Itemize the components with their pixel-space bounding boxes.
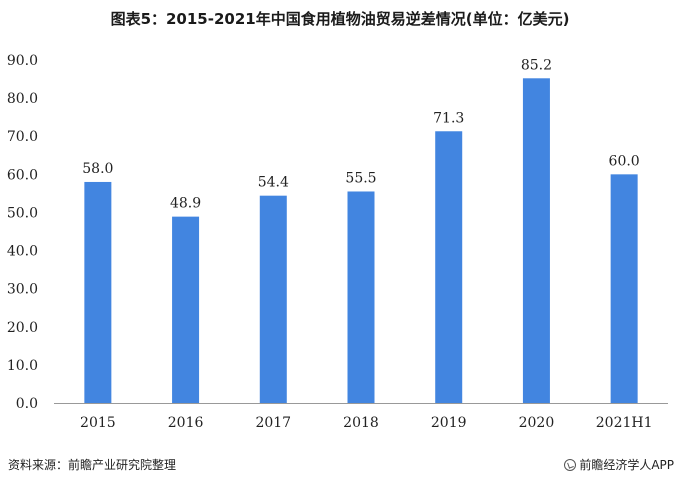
y-tick-label: 60.0 <box>7 167 38 183</box>
bar-2021h1 <box>610 174 638 403</box>
bar-2017 <box>259 195 287 403</box>
bar-2020 <box>522 78 550 403</box>
y-tick-label: 10.0 <box>7 358 38 374</box>
data-label: 48.9 <box>170 196 201 212</box>
source-note: 资料来源：前瞻产业研究院整理 <box>8 458 177 472</box>
data-label: 54.4 <box>258 175 289 191</box>
bar-2018 <box>347 191 375 403</box>
y-tick-label: 30.0 <box>7 282 38 298</box>
brand-logo-icon <box>564 458 577 471</box>
data-labels: 58.0 48.9 54.4 55.5 71.3 85.2 60.0 <box>82 57 639 211</box>
bar-series <box>84 78 638 404</box>
brand-credit: 前瞻经济学人APP <box>564 456 674 473</box>
x-tick-label: 2019 <box>431 415 467 431</box>
x-tick-label: 2018 <box>343 415 379 431</box>
brand-label: 前瞻经济学人APP <box>579 458 674 472</box>
x-tick-label: 2017 <box>255 415 291 431</box>
data-label: 85.2 <box>521 57 552 73</box>
y-tick-label: 90.0 <box>7 53 38 69</box>
data-label: 60.0 <box>609 153 640 169</box>
bar-2015 <box>84 181 112 403</box>
x-tick-label: 2021H1 <box>596 415 653 431</box>
bar-2016 <box>172 216 200 403</box>
y-tick-label: 80.0 <box>7 91 38 107</box>
chart-title: 图表5：2015-2021年中国食用植物油贸易逆差情况(单位：亿美元) <box>110 10 570 28</box>
data-label: 58.0 <box>82 161 113 177</box>
x-tick-label: 2015 <box>80 415 116 431</box>
y-tick-label: 20.0 <box>7 320 38 336</box>
bar-chart: 0.010.020.030.040.050.060.070.080.090.0 … <box>7 53 668 431</box>
x-tick-label: 2020 <box>519 415 555 431</box>
y-tick-label: 50.0 <box>7 205 38 221</box>
y-axis-ticks: 0.0 10.0 20.0 30.0 40.0 50.0 60.0 70.0 80.0 90.0 <box>7 53 38 412</box>
x-axis-ticks: 2015 2016 2017 2018 2019 2020 2021H1 <box>80 415 652 431</box>
x-tick-label: 2016 <box>168 415 204 431</box>
bar-2019 <box>435 131 463 404</box>
y-tick-label: 70.0 <box>7 129 38 145</box>
y-tick-label: 0.0 <box>16 396 38 412</box>
data-label: 55.5 <box>345 170 376 186</box>
data-label: 71.3 <box>433 110 464 126</box>
y-tick-label: 40.0 <box>7 244 38 260</box>
